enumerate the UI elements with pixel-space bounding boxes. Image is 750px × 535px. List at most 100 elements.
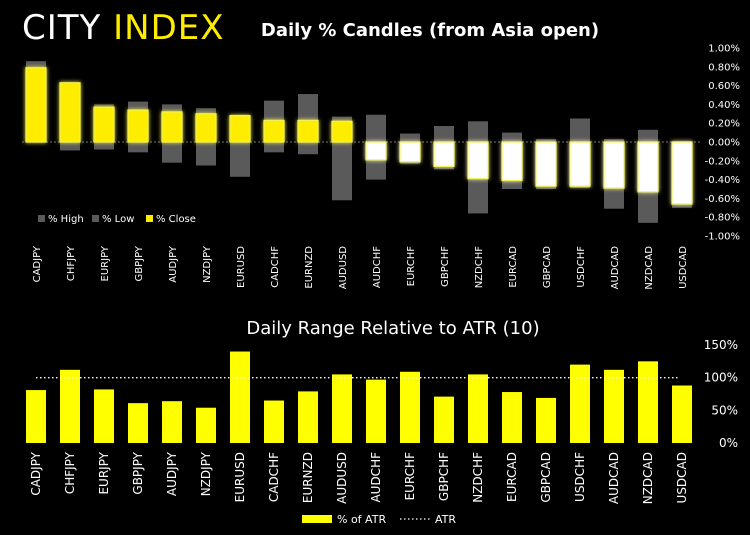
close-body-eurchf: [399, 141, 421, 163]
atr-bar-gbpchf: [434, 396, 454, 443]
close-body-cadchf: [263, 119, 285, 143]
close-body-nzdchf: [467, 141, 489, 180]
y-tick-label: 150%: [704, 338, 738, 352]
legend-swatch-0: [38, 215, 45, 222]
category-label: EURUSD: [233, 452, 247, 502]
category-label: CADCHF: [267, 452, 281, 502]
close-body-audusd: [331, 120, 353, 143]
close-body-audjpy: [161, 111, 183, 143]
atr-bar-audchf: [366, 379, 386, 443]
legend-label-atr-line: ATR: [435, 513, 456, 526]
category-label: AUDJPY: [168, 245, 179, 283]
category-label: NZDJPY: [202, 245, 213, 283]
atr-bar-eurchf: [400, 371, 420, 443]
category-label: EURJPY: [97, 451, 111, 494]
category-label: EURCHF: [403, 452, 417, 501]
atr-bar-audcad: [604, 369, 624, 443]
y-tick-label: -1.00%: [705, 232, 740, 243]
y-tick-label: 100%: [704, 371, 738, 385]
y-tick-label: -0.40%: [705, 175, 740, 186]
close-body-gbpchf: [433, 141, 455, 168]
atr-range-chart: Daily Range Relative to ATR (10) 0% 50% 100…: [26, 318, 738, 526]
category-label: AUDUSD: [335, 452, 349, 504]
legend-label-1: % Low: [102, 214, 134, 225]
atr-bar-gbpjpy: [128, 403, 148, 443]
atr-bar-nzdchf: [468, 374, 488, 443]
close-body-nzdcad: [637, 141, 659, 193]
y-tick-label: 0.60%: [708, 81, 740, 92]
atr-bar-usdcad: [672, 385, 692, 443]
category-label: GBPCHF: [437, 452, 451, 501]
y-tick-label: -0.80%: [705, 213, 740, 224]
category-label: EURUSD: [236, 246, 247, 288]
category-label: NZDCAD: [641, 452, 655, 504]
category-label: CHFJPY: [66, 245, 77, 281]
atr-bar-gbpcad: [536, 397, 556, 443]
category-label: NZDJPY: [199, 451, 213, 496]
category-label: USDCHF: [576, 246, 587, 288]
close-body-eurnzd: [297, 119, 319, 143]
category-label: AUDJPY: [165, 451, 179, 496]
category-label: CADJPY: [32, 245, 43, 282]
category-label: USDCAD: [675, 452, 689, 503]
legend-label-2: % Close: [156, 214, 196, 225]
y-tick-label: 0.80%: [708, 62, 740, 73]
close-body-eurcad: [501, 141, 523, 182]
close-body-audchf: [365, 141, 387, 161]
category-label: GBPJPY: [131, 451, 145, 494]
legend-label-atr-pct: % of ATR: [337, 513, 386, 526]
category-label: GBPJPY: [134, 245, 145, 281]
legend-swatch-2: [146, 215, 153, 222]
legend-label-0: % High: [48, 214, 84, 225]
y-tick-label: 0.00%: [708, 138, 740, 149]
category-label: AUDCHF: [369, 452, 383, 503]
close-body-eurusd: [229, 115, 251, 143]
y-tick-label: 50%: [711, 403, 738, 417]
y-tick-label: 1.00%: [708, 44, 740, 55]
category-label: USDCHF: [573, 452, 587, 502]
category-label: NZDCAD: [644, 246, 655, 290]
category-label: CADJPY: [29, 451, 43, 495]
close-body-nzdjpy: [195, 113, 217, 143]
atr-bar-cadjpy: [26, 390, 46, 443]
category-label: GBPCHF: [440, 246, 451, 287]
daily-candles-chart: Daily % Candles (from Asia open) 1.00% 0.8…: [22, 20, 740, 290]
chart-title: Daily % Candles (from Asia open): [261, 20, 599, 41]
category-label: AUDCHF: [372, 246, 383, 288]
category-label: NZDCHF: [471, 452, 485, 503]
y-tick-label: 0.20%: [708, 119, 740, 130]
close-body-gbpjpy: [127, 109, 149, 143]
category-label: CADCHF: [270, 246, 281, 288]
category-label: AUDCAD: [610, 246, 621, 290]
close-body-eurjpy: [93, 106, 115, 143]
category-label: EURJPY: [100, 245, 111, 281]
atr-bar-cadchf: [264, 400, 284, 443]
chart-title: Daily Range Relative to ATR (10): [246, 318, 539, 339]
close-body-audcad: [603, 141, 625, 189]
atr-bar-chfjpy: [60, 369, 80, 443]
atr-bar-nzdjpy: [196, 407, 216, 443]
y-tick-label: -0.20%: [705, 156, 740, 167]
legend-swatch-1: [92, 215, 99, 222]
y-tick-label: 0.40%: [708, 100, 740, 111]
category-label: GBPCAD: [542, 246, 553, 288]
category-label: GBPCAD: [539, 452, 553, 503]
close-body-gbpcad: [535, 141, 557, 187]
category-label: AUDUSD: [338, 246, 349, 290]
category-label: USDCAD: [678, 246, 689, 289]
category-label: EURCAD: [508, 246, 519, 288]
category-label: EURNZD: [304, 246, 315, 289]
category-label: NZDCHF: [474, 246, 485, 289]
logo-word-city: CITY: [22, 8, 102, 48]
city-index-logo: CITY INDEX: [22, 8, 225, 48]
category-label: EURCAD: [505, 452, 519, 502]
category-label: EURCHF: [406, 246, 417, 287]
atr-bar-eurusd: [230, 351, 250, 443]
category-label: CHFJPY: [63, 451, 77, 494]
close-body-cadjpy: [25, 67, 47, 143]
atr-bar-audjpy: [162, 401, 182, 443]
category-label: EURNZD: [301, 452, 315, 503]
y-tick-label: 0%: [719, 436, 738, 450]
atr-bar-nzdcad: [638, 361, 658, 443]
